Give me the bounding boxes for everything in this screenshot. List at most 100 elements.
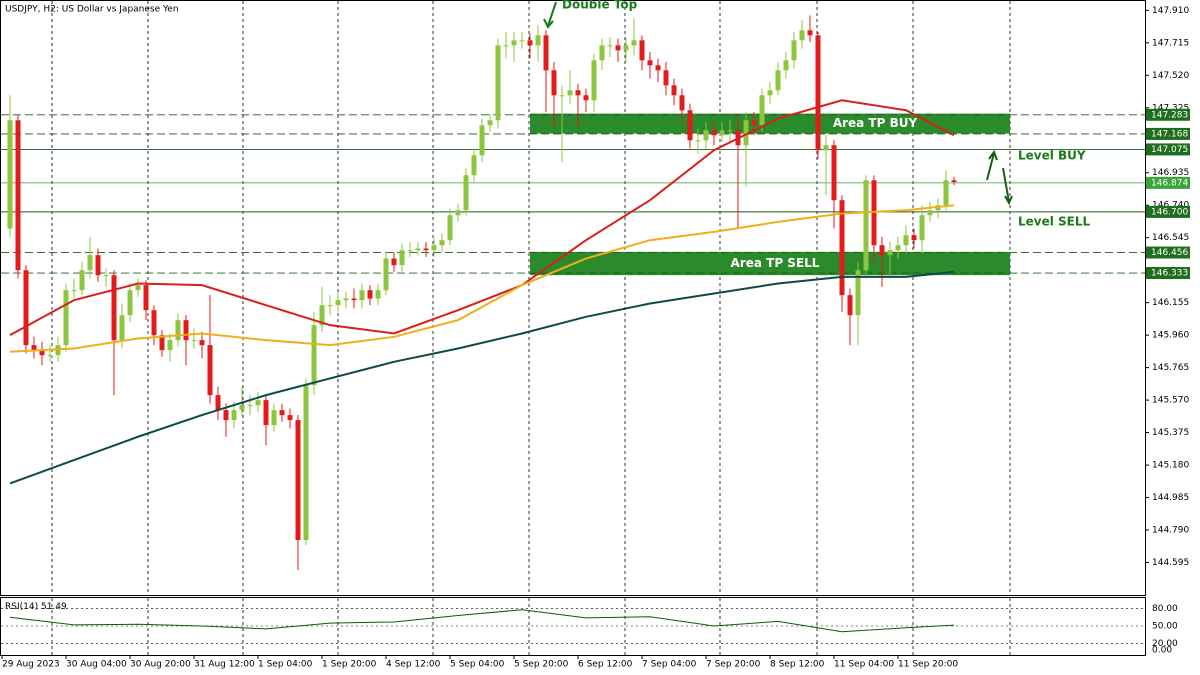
candle-body xyxy=(607,45,613,47)
candle-body xyxy=(63,290,69,346)
candle-body xyxy=(727,130,733,132)
y-tick-label: 147.715 xyxy=(1152,38,1189,48)
candle-body xyxy=(359,290,365,301)
candle-body xyxy=(199,340,205,346)
zone-label: Area TP BUY xyxy=(833,116,918,130)
y-tick-label: 145.765 xyxy=(1152,363,1189,373)
candle-body xyxy=(375,290,381,299)
candle-body xyxy=(151,310,157,336)
candle-body xyxy=(647,60,653,66)
candle-body xyxy=(943,180,949,206)
candle-body xyxy=(463,175,469,211)
main-frame xyxy=(0,0,1146,596)
candle-body xyxy=(535,35,541,46)
level-label: 146.874 xyxy=(1151,178,1188,188)
rsi-value: 51.49 xyxy=(41,602,67,612)
x-tick-label: 11 Sep 04:00 xyxy=(834,660,894,670)
y-tick-label: 147.910 xyxy=(1152,6,1189,16)
candle-body xyxy=(295,420,301,541)
arrow xyxy=(1002,167,1013,206)
level-label: 147.075 xyxy=(1151,145,1188,155)
candle-body xyxy=(31,345,37,351)
candle-body xyxy=(383,258,389,291)
candle-body xyxy=(399,250,405,266)
candle-body xyxy=(519,40,525,42)
candle-body xyxy=(415,248,421,251)
candle-body xyxy=(15,120,21,271)
candle-body xyxy=(743,120,749,146)
candle-body xyxy=(191,340,197,342)
level-badge xyxy=(1146,246,1190,259)
candle-body xyxy=(159,335,165,351)
level-badge xyxy=(1146,108,1190,121)
candle-body xyxy=(599,45,605,61)
candle-body xyxy=(559,95,565,97)
candle-body xyxy=(855,270,861,316)
candle-body xyxy=(663,70,669,86)
candle-body xyxy=(503,45,509,47)
candle-body xyxy=(807,30,813,36)
rsi-name: RSI(14) xyxy=(5,602,38,612)
chart-title: USDJPY, H2: US Dollar vs Japanese Yen xyxy=(5,5,179,15)
candle-body xyxy=(39,350,45,356)
candle-body xyxy=(487,120,493,126)
y-tick-label: 146.155 xyxy=(1152,298,1189,308)
candle-body xyxy=(7,120,13,229)
candle-body xyxy=(895,245,901,251)
zone-label: Area TP SELL xyxy=(731,256,820,270)
x-tick-label: 6 Sep 12:00 xyxy=(578,660,633,670)
candle-body xyxy=(279,410,285,416)
candle-body xyxy=(455,210,461,216)
x-tick-label: 8 Sep 12:00 xyxy=(770,660,825,670)
candle-body xyxy=(879,245,885,256)
level-badge xyxy=(1146,205,1190,218)
annotation: Level BUY xyxy=(1018,149,1086,163)
candle-body xyxy=(183,320,189,341)
y-tick-label: 145.180 xyxy=(1152,461,1189,471)
candle-body xyxy=(583,95,589,101)
y-tick-label: 144.595 xyxy=(1152,558,1189,568)
candle-body xyxy=(711,130,717,136)
candle-body xyxy=(919,215,925,241)
y-tick-label: 145.570 xyxy=(1152,396,1189,406)
candle-body xyxy=(255,400,261,406)
candle-body xyxy=(327,305,333,307)
rsi-label: RSI(14) 51.49 xyxy=(5,602,67,612)
candle-body xyxy=(719,130,725,136)
candle-body xyxy=(527,40,533,46)
candle-body xyxy=(623,45,629,51)
candle-body xyxy=(951,180,957,182)
candle-body xyxy=(223,410,229,421)
candle-body xyxy=(351,298,357,301)
candle-body xyxy=(847,295,853,316)
candle-body xyxy=(119,315,125,341)
candle-body xyxy=(103,275,109,277)
y-tick-label: 146.935 xyxy=(1152,168,1189,178)
candle-body xyxy=(831,145,837,201)
rsi-frame xyxy=(0,597,1146,656)
candle-body xyxy=(167,340,173,351)
candle-body xyxy=(591,60,597,101)
candle-body xyxy=(679,95,685,111)
candle-body xyxy=(343,298,349,301)
y-tick-label: 147.325 xyxy=(1152,103,1189,113)
candle-body xyxy=(791,40,797,61)
candle-body xyxy=(439,240,445,246)
candle-body xyxy=(71,290,77,292)
level-label: 147.168 xyxy=(1151,129,1188,139)
candle-body xyxy=(303,385,309,541)
moving-average xyxy=(9,99,955,337)
level-label: 147.283 xyxy=(1151,110,1188,120)
x-tick-label: 30 Aug 04:00 xyxy=(66,660,127,670)
x-tick-label: 5 Sep 04:00 xyxy=(450,660,505,670)
x-tick-label: 31 Aug 12:00 xyxy=(194,660,255,670)
candle-body xyxy=(543,35,549,71)
candle-body xyxy=(479,125,485,156)
candle-body xyxy=(247,405,253,407)
candle-body xyxy=(367,290,373,299)
candle-body xyxy=(767,90,773,96)
x-tick-label: 4 Sep 12:00 xyxy=(386,660,441,670)
annotation: Level SELL xyxy=(1018,215,1091,229)
candle-body xyxy=(127,290,133,316)
